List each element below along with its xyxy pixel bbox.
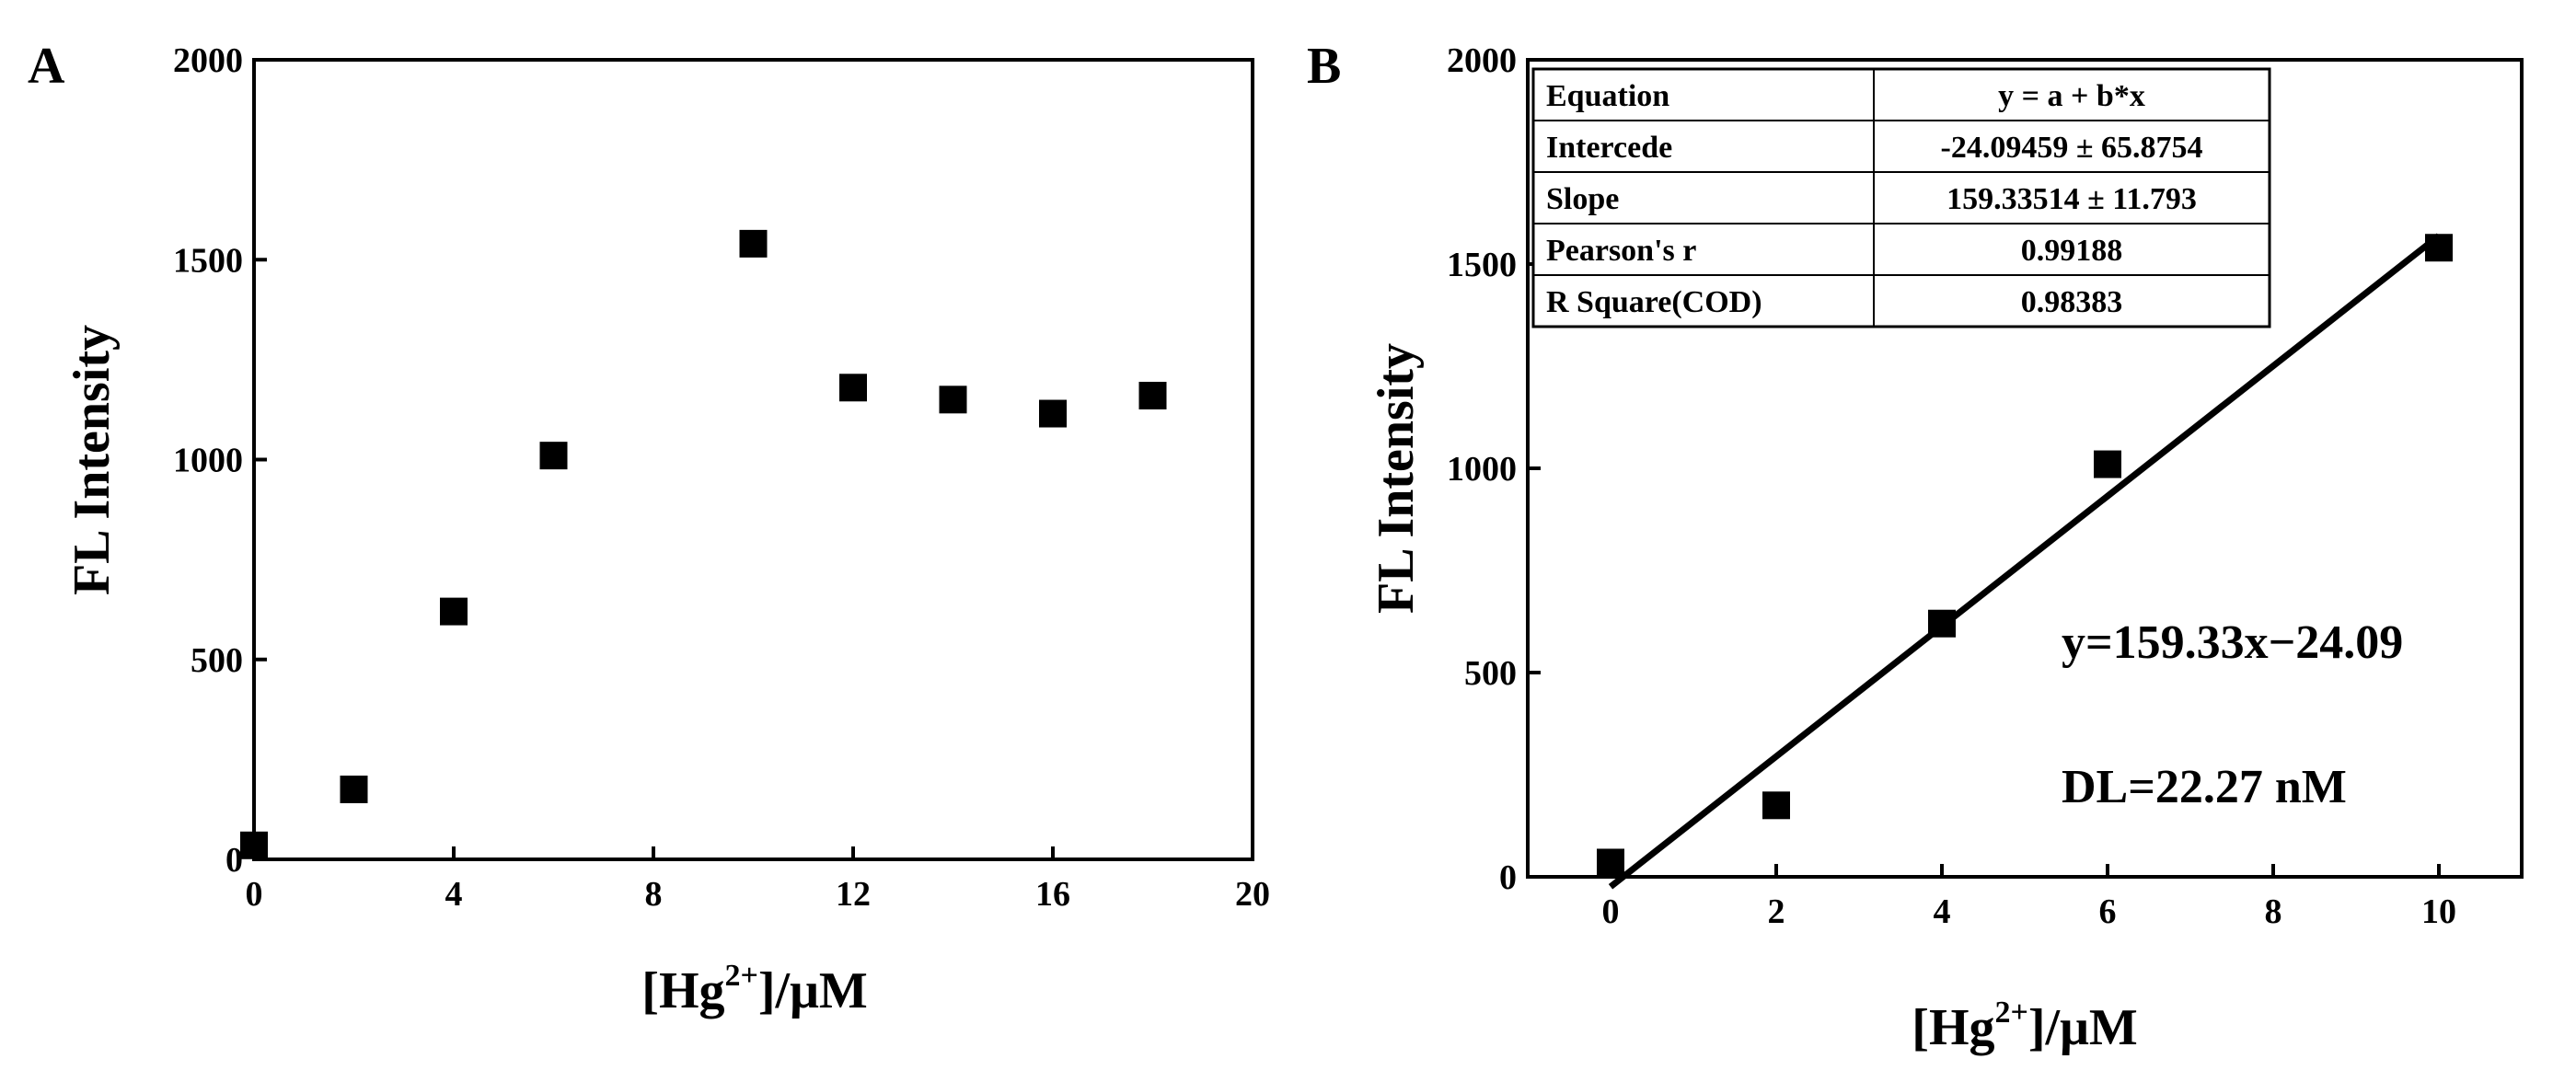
fit-table-value: 159.33514 ± 11.793 bbox=[1946, 182, 2197, 216]
panel-a-y-tick-label: 1000 bbox=[173, 442, 243, 480]
panel-a-points bbox=[240, 229, 1167, 859]
panel-a-y-axis-title: FL Intensity bbox=[64, 325, 121, 595]
panel-b-data-point bbox=[2425, 234, 2453, 262]
fit-table-border bbox=[1531, 67, 2271, 328]
fit-table-param: R Square(COD) bbox=[1546, 285, 1762, 319]
panel-b-points bbox=[1597, 234, 2453, 877]
panel-b-x-axis-title: [Hg2+]/μM bbox=[1912, 996, 2137, 1056]
panel-b-data-point bbox=[1597, 848, 1624, 877]
panel-a-y-tick-label: 500 bbox=[191, 641, 243, 680]
panel-b-y-ticks: 0 500 1000 1500 2000 bbox=[1447, 41, 1541, 897]
panel-b-x-axis-title-pre: [Hg bbox=[1912, 999, 1994, 1056]
panel-a-label: A bbox=[28, 38, 65, 95]
fit-table-param: Pearson's r bbox=[1546, 234, 1696, 268]
panel-b-y-tick-label: 0 bbox=[1499, 858, 1517, 897]
panel-a-data-point bbox=[939, 386, 967, 414]
panel-a-x-axis-title-post: ]/μM bbox=[758, 962, 868, 1019]
panel-a-y-tick-label: 2000 bbox=[173, 41, 243, 80]
fit-table-param: Slope bbox=[1546, 182, 1619, 216]
panel-b-fit-line bbox=[1608, 233, 2442, 890]
panel-a-data-point bbox=[1039, 399, 1067, 428]
panel-a-data-point bbox=[440, 597, 468, 626]
panel-a: A 0 500 1000 1500 2000 0 4 8 12 16 20 FL Intensit… bbox=[28, 38, 1270, 1019]
panel-a-x-tick-label: 0 bbox=[246, 875, 263, 914]
panel-b-label: B bbox=[1307, 38, 1341, 95]
panel-b-fit-table: Equation y = a + b*x Intercede -24.09459 ± … bbox=[1531, 67, 2271, 328]
panel-b-equation-annotation: y=159.33x−24.09 bbox=[2062, 616, 2403, 669]
fit-table-value: -24.09459 ± 65.8754 bbox=[1941, 131, 2203, 165]
panel-b-data-point bbox=[1928, 609, 1956, 638]
panel-b-y-tick-label: 500 bbox=[1464, 654, 1517, 693]
panel-b-x-tick-label: 6 bbox=[2099, 892, 2117, 931]
fit-table-value: y = a + b*x bbox=[1998, 79, 2145, 113]
panel-a-data-point bbox=[240, 831, 268, 859]
panel-a-data-point bbox=[1138, 381, 1167, 409]
panel-b-data-point bbox=[2094, 450, 2121, 478]
fit-table-value: 0.98383 bbox=[2021, 285, 2123, 319]
panel-b-x-ticks: 0 2 4 6 8 10 bbox=[1602, 864, 2456, 931]
panel-b: B 0 500 1000 1500 2000 0 2 4 6 8 10 Equation y = a… bbox=[1307, 38, 2524, 1056]
panel-a-frame bbox=[252, 58, 1254, 861]
panel-a-x-tick-label: 4 bbox=[445, 875, 463, 914]
panel-b-y-tick-label: 1500 bbox=[1447, 246, 1517, 284]
fit-table-value: 0.99188 bbox=[2021, 234, 2123, 268]
panel-b-y-tick-label: 1000 bbox=[1447, 450, 1517, 489]
panel-b-detection-limit-annotation: DL=22.27 nM bbox=[2062, 761, 2347, 813]
panel-b-x-axis-title-post: ]/μM bbox=[2028, 999, 2138, 1056]
panel-a-data-point bbox=[340, 775, 368, 803]
panel-b-x-tick-label: 0 bbox=[1602, 892, 1620, 931]
panel-a-x-ticks: 0 4 8 12 16 20 bbox=[246, 846, 1270, 914]
panel-a-y-tick-label: 1500 bbox=[173, 241, 243, 280]
panel-b-data-point bbox=[1762, 791, 1790, 820]
panel-b-x-tick-label: 4 bbox=[1934, 892, 1951, 931]
panel-a-x-axis-title-pre: [Hg bbox=[641, 962, 724, 1019]
panel-a-data-point bbox=[739, 229, 768, 258]
panel-a-x-axis-title-sup: 2+ bbox=[725, 959, 758, 993]
panel-b-x-tick-label: 10 bbox=[2421, 892, 2456, 931]
panel-b-y-tick-label: 2000 bbox=[1447, 41, 1517, 80]
panel-b-x-axis-title-sup: 2+ bbox=[1995, 996, 2028, 1030]
panel-b-x-tick-label: 8 bbox=[2265, 892, 2282, 931]
panel-b-x-tick-label: 2 bbox=[1768, 892, 1785, 931]
panel-a-data-point bbox=[539, 442, 568, 470]
panel-a-y-tick-label: 0 bbox=[225, 841, 243, 880]
fit-table-param: Equation bbox=[1546, 79, 1669, 113]
panel-b-y-axis-title: FL Intensity bbox=[1368, 343, 1425, 614]
panel-a-x-tick-label: 8 bbox=[645, 875, 663, 914]
panel-a-data-point bbox=[839, 374, 867, 402]
panel-a-x-axis-title: [Hg2+]/μM bbox=[641, 959, 867, 1019]
panel-a-x-tick-label: 20 bbox=[1235, 875, 1270, 914]
fit-table-param: Intercede bbox=[1546, 131, 1672, 165]
panel-a-x-tick-label: 12 bbox=[836, 875, 871, 914]
panel-a-y-ticks: 0 500 1000 1500 2000 bbox=[173, 41, 267, 880]
panel-a-x-tick-label: 16 bbox=[1035, 875, 1070, 914]
